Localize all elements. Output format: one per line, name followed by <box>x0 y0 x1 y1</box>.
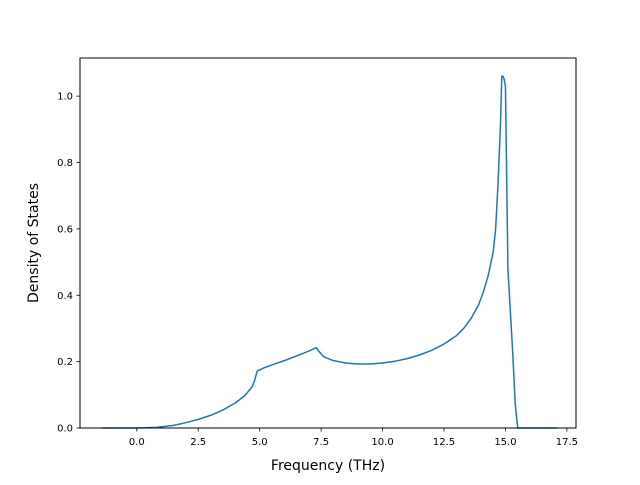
y-axis-label: Density of States <box>26 183 42 303</box>
y-tick-label: 0.2 <box>57 357 73 368</box>
x-tick-label: 10.0 <box>371 437 393 448</box>
x-axis-label: Frequency (THz) <box>271 458 385 474</box>
y-tick-label: 0.6 <box>57 224 73 235</box>
x-tick-label: 7.5 <box>313 437 329 448</box>
series-line-0 <box>101 75 558 429</box>
y-tick-label: 0.8 <box>57 158 73 169</box>
series-layer <box>101 75 558 429</box>
x-tick-label: 0.0 <box>129 437 145 448</box>
plot-frame <box>79 57 577 429</box>
x-tick-label: 2.5 <box>190 437 206 448</box>
y-tick-label: 1.0 <box>57 92 73 103</box>
x-tick-label: 15.0 <box>494 437 516 448</box>
y-tick-label: 0.4 <box>57 291 73 302</box>
y-tick-label: 0.0 <box>57 424 73 435</box>
ticks-layer: 0.0 2.5 5.0 7.5 10.0 12.5 15.0 17.5 0.0 0.2 0.4 0.6… <box>57 92 578 448</box>
x-tick-label: 12.5 <box>433 437 455 448</box>
x-tick-label: 5.0 <box>252 437 268 448</box>
x-tick-label: 17.5 <box>556 437 578 448</box>
plot-area <box>80 58 576 428</box>
